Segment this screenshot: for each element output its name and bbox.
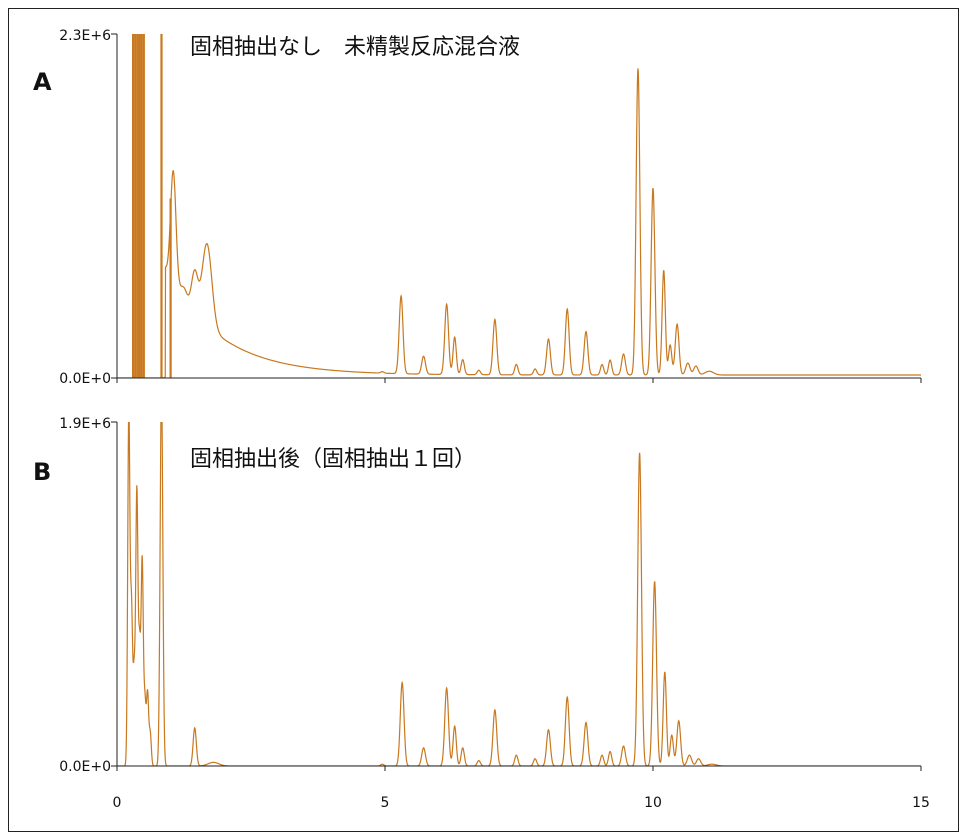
y-max-label-B: 1.9E+6	[59, 416, 111, 432]
y-max-label-A: 2.3E+6	[59, 28, 111, 44]
trace-panel-A	[117, 68, 921, 378]
y-min-label-A: 0.0E+0	[59, 371, 111, 387]
chart-frame	[8, 8, 959, 832]
x-tick-label-0: 0	[113, 795, 122, 811]
panel-title-B: 固相抽出後（固相抽出１回）	[190, 447, 476, 472]
panel-letter-B: B	[33, 458, 51, 486]
y-min-label-B: 0.0E+0	[59, 759, 111, 775]
panel-letter-A: A	[33, 68, 52, 96]
x-tick-label-10: 10	[644, 795, 662, 811]
x-tick-label-15: 15	[912, 795, 930, 811]
panel-title-A: 固相抽出なし 未精製反応混合液	[190, 35, 520, 60]
trace-panel-B	[117, 422, 921, 766]
x-tick-label-5: 5	[381, 795, 390, 811]
